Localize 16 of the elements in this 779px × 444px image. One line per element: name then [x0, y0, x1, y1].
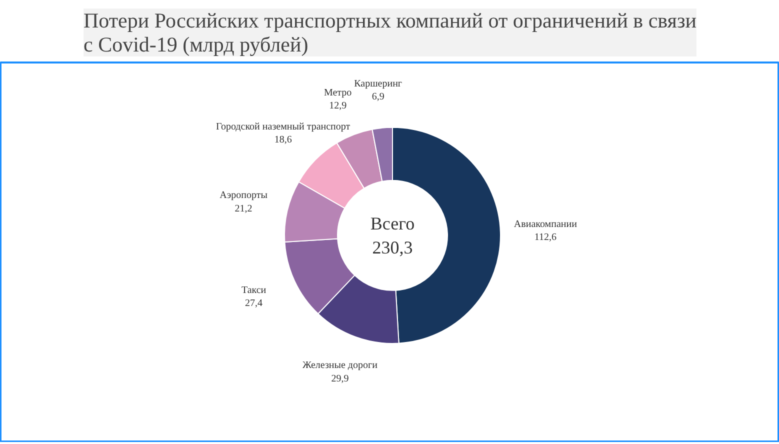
data-label: 27,4 [245, 298, 263, 310]
slice-label: Железные дороги [302, 360, 378, 372]
data-label: 6,9 [372, 92, 384, 103]
slice-label: Метро [324, 87, 352, 98]
slice-label: Аэропорты [220, 190, 268, 202]
data-label: 12,9 [329, 100, 347, 112]
data-label: 18,6 [274, 134, 292, 146]
slice-label: Авиакомпании [514, 219, 578, 230]
text: Всего 230,3 [370, 213, 415, 258]
data-label: 29,9 [331, 373, 349, 384]
slice-label: Каршеринг [354, 78, 402, 90]
slice-label: Такси [241, 284, 267, 296]
chart-title: Потери Российских транспортных компаний от ограничений в связи с Covid-19 (млрд рублей) [83, 8, 697, 56]
data-label: 21,2 [234, 203, 252, 214]
data-label: 112,6 [534, 232, 557, 244]
slice-label: Городской наземный транспорт [216, 122, 351, 133]
